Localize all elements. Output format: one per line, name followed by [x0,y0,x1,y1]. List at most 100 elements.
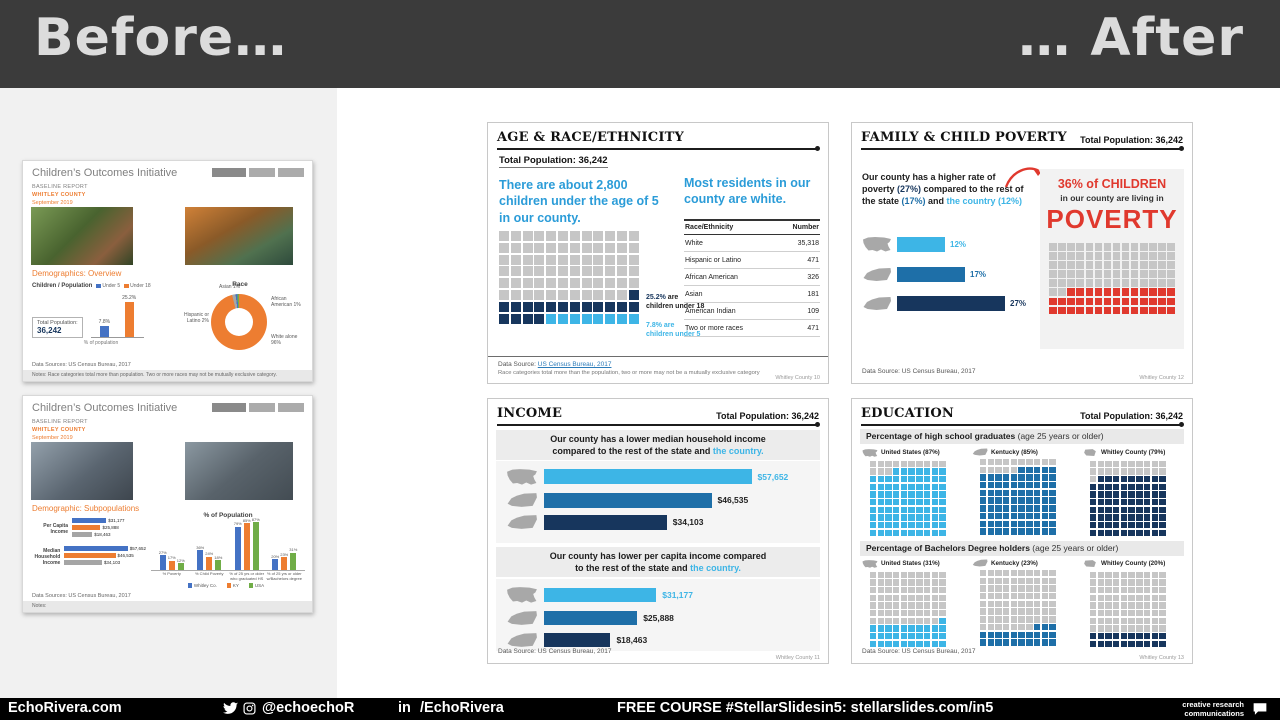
waffle-cell [1120,594,1128,602]
social-handle[interactable]: @echoechoR [262,700,355,716]
instagram-icon[interactable] [243,702,256,715]
slide-header: EDUCATION Total Population: 36,242 [861,406,1184,427]
waffle-cell [1094,243,1103,251]
waffle-cell [923,640,931,648]
us-map-icon [862,560,878,568]
waffle-cell [1026,512,1033,520]
waffle-cell [980,616,987,623]
waffle-cell [1140,306,1148,315]
waffle-cell [916,483,923,491]
waffle-cell [931,491,938,498]
section-title: Demographic: Subpopulations [32,504,140,513]
waffle-cell [593,301,604,312]
waffle-cell [1149,306,1157,315]
bar [64,553,116,558]
waffle-cell [885,594,892,602]
waffle-cell [557,254,568,265]
waffle-cell [893,468,900,475]
children-population-chart: Children / Population Under 5 Under 18 To… [32,283,170,346]
waffle-cell [987,631,995,638]
waffle-cell [900,499,908,506]
waffle-cell [1158,243,1166,251]
waffle-cell [987,585,995,592]
waffle-cell [1140,288,1148,296]
waffle-cell [900,594,908,602]
waffle-cell [939,633,946,640]
waffle-cell [1003,482,1010,489]
table-row: American Indian 109 [684,303,820,320]
waffle-cell [931,468,938,475]
bachelors-band: Percentage of Bachelors Degree holders (… [860,541,1184,556]
education-waffle-group: Whitley County (79%) [1082,448,1186,537]
waffle-cell [534,242,545,253]
waffle-cell [1003,497,1010,504]
bar-value-label: 87% [251,516,260,522]
total-population: Total Population: 36,242 [1080,135,1183,145]
waffle-cell [1151,506,1158,514]
waffle-cell [900,522,908,529]
waffle-cell [1140,252,1148,260]
waffle-cell [916,640,923,648]
waffle-cell [616,278,627,289]
waffle-cell [923,491,931,498]
bar [197,550,204,570]
waffle-cell [1113,522,1120,529]
waffle-cell [499,231,509,241]
waffle-cell [1120,579,1128,586]
us-map-icon [863,237,891,252]
waffle-cell [1041,631,1048,638]
under-5-annotation: 7.8% are children under 5 [646,321,700,339]
waffle-cell [870,602,877,609]
total-value: 36,242 [37,326,62,335]
waffle-cell [1049,306,1057,315]
waffle-cell [1120,529,1128,537]
waffle-cell [885,625,892,632]
text-segment: Our county has a lower median household … [550,434,766,457]
linkedin-handle[interactable]: /EchoRivera [420,700,504,716]
grouped-column-chart: 27% 17% 12% 36% 24% 18% 79% 85% 87% 20% 23% 31% [151,517,305,571]
chart-legend: Whitley Co. KY USA [151,583,305,588]
waffle-cell [1120,602,1128,609]
waffle-cell [1130,243,1139,251]
waffle-cell [916,586,923,594]
waffle-cell [1151,475,1158,483]
waffle-cell [569,231,580,241]
waffle-cell [1041,570,1048,577]
waffle-cell [1158,261,1166,269]
free-course-link[interactable]: FREE COURSE #StellarSlidesin5: stellarsl… [617,700,994,716]
linkedin-icon[interactable]: in [398,700,411,716]
waffle-cell [916,594,923,602]
waffle-cell [1112,288,1121,296]
bar-value-label: $25,888 [102,525,119,530]
waffle-cell [605,254,616,265]
bar-value-label: 7.8% [98,319,111,326]
twitter-icon[interactable] [223,702,238,715]
waffle-cell [1136,617,1143,625]
waffle-cell [877,475,885,483]
slide-title: Children’s Outcomes Initiative [32,167,178,179]
waffle-cell [1167,261,1175,269]
waffle-cell [1113,571,1120,578]
waffle-cell [1010,593,1018,600]
site-link[interactable]: EchoRivera.com [8,700,122,716]
waffle-cell [1112,306,1121,315]
waffle-cell [1067,288,1075,296]
bar-value-label: $31,177 [108,518,125,523]
children-headline: There are about 2,800 children under the… [499,178,659,225]
waffle-cell [569,301,580,312]
waffle-cell [510,278,521,289]
waffle-cell [870,594,877,602]
waffle-cell [1041,528,1048,535]
waffle-cell [987,639,995,646]
waffle-cell [1090,460,1097,467]
table-cell: 35,318 [797,239,819,247]
waffle-cell [1159,594,1166,602]
waffle-cell [1151,460,1158,467]
hs-graduates-band: Percentage of high school graduates (age… [860,429,1184,444]
source-link[interactable]: US Census Bureau, 2017 [537,361,612,368]
waffle-cell [893,594,900,602]
waffle-cell [522,242,533,253]
waffle-cell [885,586,892,594]
waffle-cell [995,474,1002,481]
waffle-cell [1010,600,1018,608]
